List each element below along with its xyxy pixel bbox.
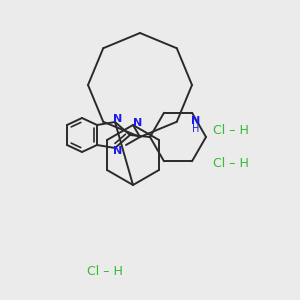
Text: N: N <box>113 114 123 124</box>
Text: N: N <box>191 116 201 126</box>
Text: Cl – H: Cl – H <box>213 157 249 170</box>
Text: Cl – H: Cl – H <box>87 265 123 278</box>
Text: H: H <box>192 124 200 134</box>
Text: Cl – H: Cl – H <box>213 124 249 137</box>
Text: N: N <box>113 146 123 156</box>
Text: N: N <box>134 118 142 128</box>
